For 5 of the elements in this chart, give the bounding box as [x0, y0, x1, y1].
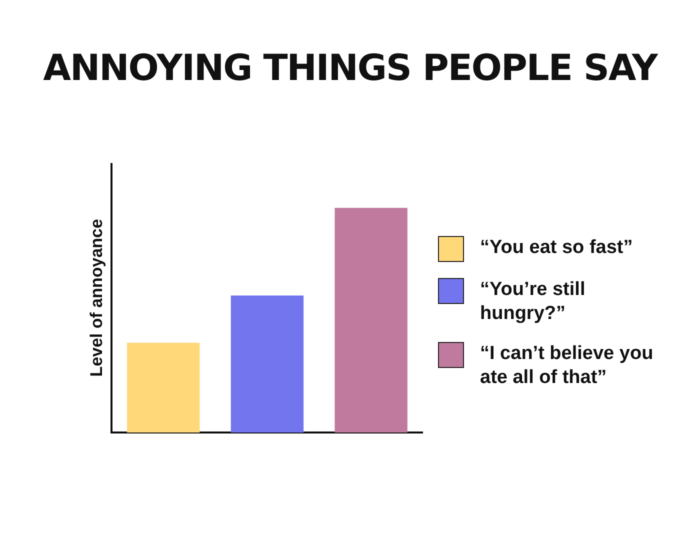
- legend-label: “I can’t believe you ate all of that”: [480, 342, 654, 390]
- legend-label: “You eat so fast”: [480, 236, 633, 260]
- chart-title: ANNOYING THINGS PEOPLE SAY: [42, 48, 659, 89]
- legend-label: “You’re still hungry?”: [480, 278, 586, 326]
- y-axis-title: Level of annoyance: [86, 218, 106, 377]
